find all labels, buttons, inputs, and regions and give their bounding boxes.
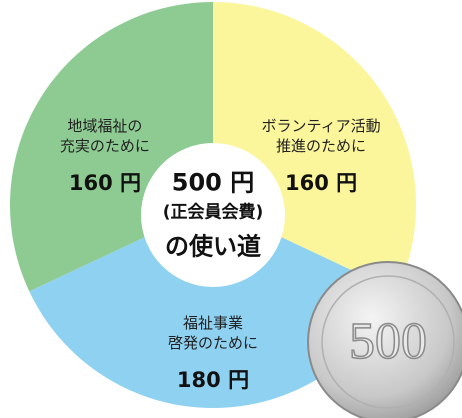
center-caption: の使い道: [165, 232, 261, 261]
coin-text: 500: [349, 313, 427, 370]
center-hole: [141, 143, 285, 287]
value-label: 180 円: [176, 368, 250, 392]
center-title: 500 円: [171, 168, 255, 197]
slice-label: ボランティア活動 推進のために: [261, 117, 381, 156]
value-label: 160 円: [68, 171, 141, 196]
value-label: 160 円: [284, 171, 358, 196]
center-subtitle: (正会員会費): [162, 202, 264, 223]
slice-label: 福祉事業 啓発のために: [167, 314, 259, 352]
coin-rim: [321, 275, 455, 409]
coin: [307, 261, 462, 418]
slice-label: 地域福祉の 充実のために: [59, 117, 150, 156]
slice: [29, 205, 397, 408]
